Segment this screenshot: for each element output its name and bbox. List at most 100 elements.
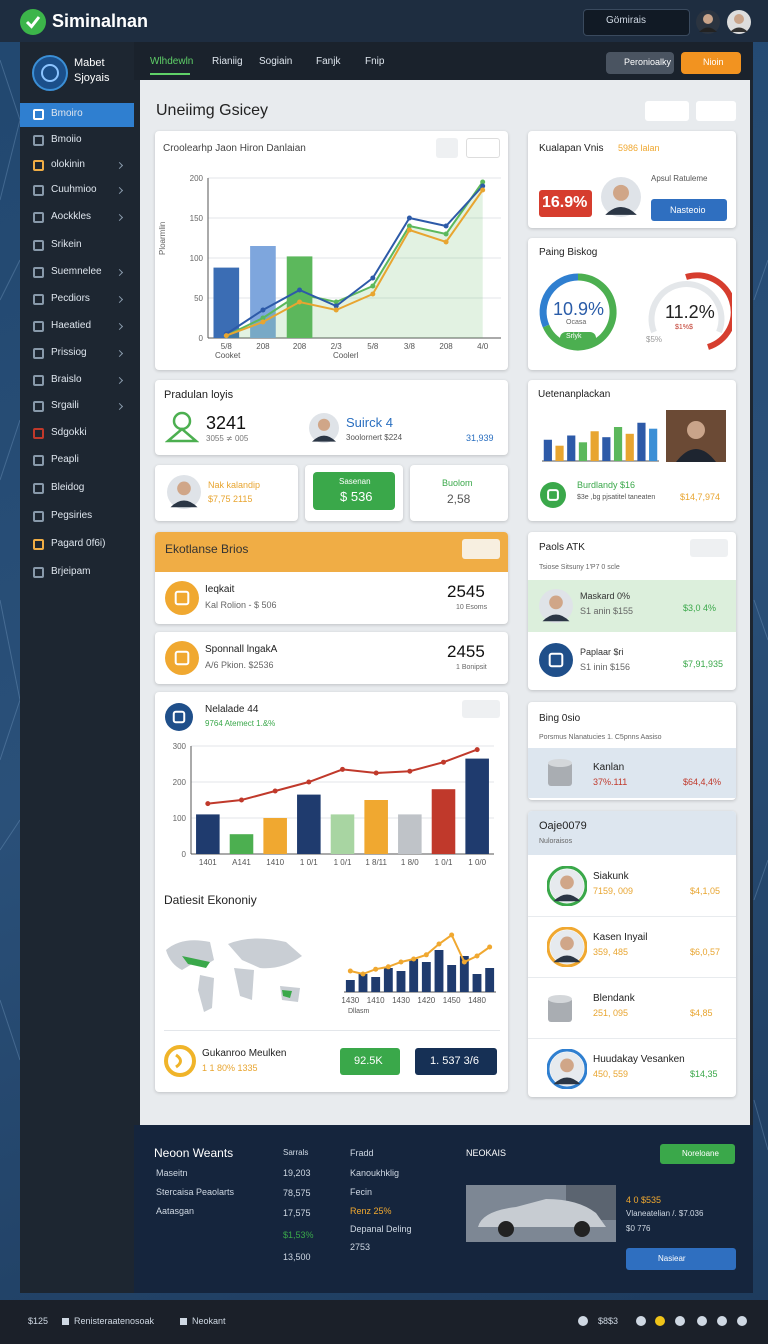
footer-value: 13,500 [283,1252,311,1262]
footer-value: 19,203 [283,1168,311,1178]
status-icon[interactable] [655,1316,665,1326]
avatar [547,927,587,967]
button-label[interactable]: Peronioalky [624,57,672,67]
nav-tab[interactable]: Fanjk [316,56,341,67]
footer-link[interactable]: Depanal Deling [350,1224,412,1234]
sidebar-item[interactable]: Pagard 0f6i) [51,538,106,549]
sidebar-icon [33,135,44,146]
car-wheel [498,1221,514,1237]
footer-link[interactable]: 2753 [350,1242,371,1252]
y-tick-label: 0 [182,850,187,859]
gauges-card [528,238,736,370]
gauge-foot [560,332,596,344]
card-sub: Tsiose Sitsuny 1'P7 0 scle [539,564,620,571]
card-sub: Nuloraisos [539,838,573,845]
cylinder-icon [548,759,572,786]
button-label[interactable]: 1. 537 3/6 [430,1055,479,1067]
toolbar-button[interactable] [645,101,689,121]
bar [649,428,658,461]
status-icon[interactable] [737,1316,747,1326]
sidebar-item[interactable]: olokinin [51,159,85,170]
sidebar-item[interactable]: Srikein [51,239,82,250]
sidebar-item[interactable]: Pegsiries [51,510,93,521]
point [373,770,379,776]
point [223,333,229,339]
sidebar-icon [33,160,44,171]
sidebar-item[interactable]: Pecdiors [51,293,90,304]
sidebar-item[interactable]: Cuuhmioo [51,184,97,195]
button[interactable] [415,1048,497,1075]
sidebar-item[interactable]: Brjeipam [51,566,91,577]
x-tick-label: 3/8 [404,342,416,351]
x-tick-label: 1410 [367,996,385,1005]
point [373,966,379,972]
row-sub: 10 Esoms [456,604,488,611]
button-primary[interactable] [681,52,741,74]
status-icon[interactable] [675,1316,685,1326]
toolbar-button[interactable] [696,101,736,121]
chart-button[interactable] [466,138,500,158]
x-tick-label: A141 [232,858,251,867]
sidebar-item[interactable]: Bmoiio [51,134,82,145]
header-button[interactable] [462,539,500,559]
chart-button[interactable] [436,138,458,158]
footer-link[interactable]: Fradd [350,1148,374,1158]
mini-label: Buolom [442,478,473,488]
button-secondary[interactable] [606,52,674,74]
search-box[interactable] [583,9,690,36]
sidebar-icon [33,428,44,439]
button[interactable] [626,1248,736,1270]
chart-button[interactable] [462,700,500,718]
y-tick-label: 100 [173,814,187,823]
card-title: Paols ATK [539,542,585,553]
footer-link[interactable]: Fecin [350,1187,373,1197]
status-icon[interactable] [578,1316,588,1326]
search-text[interactable]: Gömirais [606,15,647,26]
icon-glyph [174,590,190,606]
button[interactable] [660,1144,735,1164]
footer-link[interactable]: Kanoukhklig [350,1168,400,1178]
status-text[interactable]: Neokant [192,1316,226,1326]
status-icon[interactable] [717,1316,727,1326]
sidebar-item[interactable]: Peapli [51,454,79,465]
nav-tab[interactable]: Fnip [365,56,385,67]
button[interactable] [340,1048,400,1075]
button-label[interactable]: Nasteoio [670,205,706,215]
avatar-head [613,184,629,201]
button-label[interactable]: 92.5K [354,1055,383,1067]
nav-tab[interactable]: Rianiig [212,56,243,67]
sidebar-item[interactable]: Haeatied [51,320,92,331]
sidebar-item[interactable]: Bmoiro [51,108,83,119]
icon [165,641,199,675]
sidebar-active[interactable] [20,103,134,127]
button-label[interactable]: Noreloane [682,1149,719,1158]
cylinder-top [548,995,572,1003]
sidebar-item[interactable]: Aockkles [51,211,92,222]
sidebar-item[interactable]: Suemnelee [51,266,102,277]
footer-link[interactable]: Renz 25% [350,1206,392,1216]
sidebar-item[interactable]: Sdgokki [51,427,87,438]
card-title: Bing 0sio [539,713,581,724]
button[interactable] [651,199,727,221]
header-button[interactable] [690,539,728,557]
highlight: 5986 lalan [618,143,660,153]
bar [358,974,368,992]
mini-value: 2,58 [447,492,471,506]
row-sub: 7159, 009 [593,886,634,896]
sidebar-item[interactable]: Prissiog [51,347,87,358]
nav-tab[interactable]: Sogiain [259,56,293,67]
status-icon[interactable] [697,1316,707,1326]
sidebar-item[interactable]: Srgaili [51,400,79,411]
sidebar-item[interactable]: Bleidog [51,482,85,493]
nav-tab[interactable]: Wlhdewln [150,56,194,67]
row-name: Huudakay Vesanken [593,1054,685,1065]
person-sub: 3oolornert $224 [346,433,403,442]
status-icon[interactable] [636,1316,646,1326]
x-tick-label: 1 8/0 [401,858,419,867]
button-label[interactable]: Nioin [703,57,724,67]
sidebar-icon [33,240,44,251]
sidebar-item[interactable]: Braislo [51,374,82,385]
x-tick-label: 1450 [443,996,461,1005]
button-label[interactable]: Nasiear [658,1254,686,1263]
top-avatars[interactable] [695,8,755,36]
